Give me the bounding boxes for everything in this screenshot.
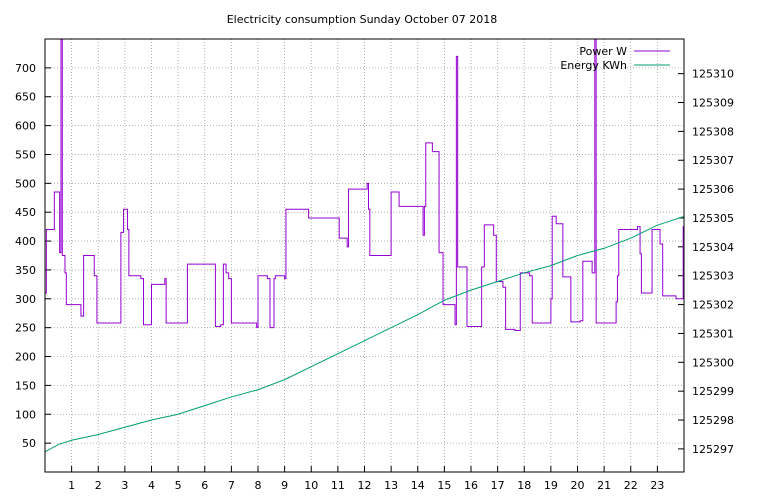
- x-tick-label: 14: [411, 479, 425, 492]
- y2-tick-label: 125302: [692, 299, 734, 312]
- x-tick-label: 22: [624, 479, 638, 492]
- y2-tick-label: 125298: [692, 414, 734, 427]
- y2-tick-label: 125307: [692, 154, 734, 167]
- y2-tick-label: 125308: [692, 125, 734, 138]
- y-tick-label: 550: [15, 148, 36, 161]
- x-tick-label: 17: [491, 479, 505, 492]
- y-tick-label: 650: [15, 91, 36, 104]
- y-tick-label: 450: [15, 206, 36, 219]
- y-tick-label: 250: [15, 322, 36, 335]
- y2-tick-label: 125297: [692, 443, 734, 456]
- x-axis: 1 2 3 4 5 6 7 8 9 10 11 12 13 14 15 16 17 18 19 20 21 22 23: [68, 466, 664, 492]
- y2-tick-label: 125301: [692, 327, 734, 340]
- y2-tick-label: 125304: [692, 241, 734, 254]
- y-tick-label: 150: [15, 379, 36, 392]
- y-axis-left: 50 100 150 200 250 300 350 400 450 500 550 600 650 70…: [15, 62, 51, 450]
- y-tick-label: 300: [15, 293, 36, 306]
- x-tick-label: 19: [544, 479, 558, 492]
- y2-tick-label: 125299: [692, 385, 734, 398]
- x-tick-label: 10: [304, 479, 318, 492]
- y-tick-label: 700: [15, 62, 36, 75]
- x-tick-label: 4: [148, 479, 155, 492]
- series-layer: [45, 39, 684, 453]
- x-tick-label: 8: [255, 479, 262, 492]
- x-tick-label: 11: [331, 479, 345, 492]
- series-line-energy-kwh: [45, 216, 684, 453]
- legend-label-power-w: Power W: [579, 45, 627, 58]
- y-tick-label: 100: [15, 408, 36, 421]
- y-tick-label: 600: [15, 120, 36, 133]
- x-tick-label: 20: [571, 479, 585, 492]
- plot-border: [44, 38, 685, 473]
- y2-tick-label: 125305: [692, 212, 734, 225]
- x-tick-label: 5: [175, 479, 182, 492]
- x-tick-label: 7: [228, 479, 235, 492]
- y-tick-label: 500: [15, 177, 36, 190]
- chart-title: Electricity consumption Sunday October 0…: [227, 13, 498, 26]
- y2-tick-label: 125309: [692, 97, 734, 110]
- y-tick-label: 350: [15, 264, 36, 277]
- x-tick-label: 23: [650, 479, 664, 492]
- x-tick-label: 15: [437, 479, 451, 492]
- x-tick-label: 12: [358, 479, 372, 492]
- x-tick-label: 18: [517, 479, 531, 492]
- grid: [45, 39, 684, 472]
- x-tick-label: 21: [597, 479, 611, 492]
- x-tick-label: 13: [384, 479, 398, 492]
- y2-tick-label: 125310: [692, 68, 734, 81]
- y2-tick-label: 125303: [692, 270, 734, 283]
- series-line-power-w: [45, 39, 684, 332]
- x-tick-label: 2: [95, 479, 102, 492]
- y-tick-label: 400: [15, 235, 36, 248]
- legend-label-energy-kwh: Energy KWh: [560, 59, 627, 72]
- y-tick-label: 50: [22, 437, 36, 450]
- y-tick-label: 200: [15, 351, 36, 364]
- x-tick-label: 1: [68, 479, 75, 492]
- y2-tick-label: 125306: [692, 183, 734, 196]
- x-tick-label: 9: [281, 479, 288, 492]
- x-tick-label: 16: [464, 479, 478, 492]
- x-tick-label: 3: [121, 479, 128, 492]
- y-axis-right: 125297 125298 125299 125300 125301 125302 1253…: [678, 68, 734, 456]
- x-tick-label: 6: [201, 479, 208, 492]
- y2-tick-label: 125300: [692, 356, 734, 369]
